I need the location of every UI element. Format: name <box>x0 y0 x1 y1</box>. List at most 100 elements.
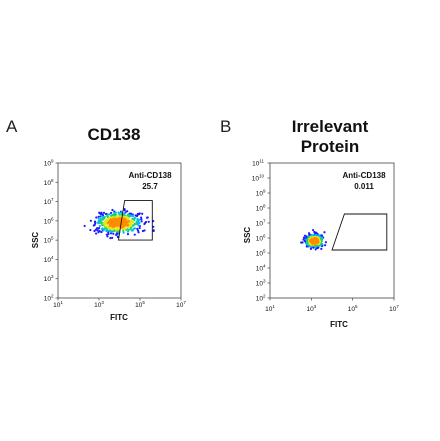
panel-b-y-label: SSC <box>243 227 252 244</box>
panel-b-x-axis: 101 103 105 107 <box>265 298 399 313</box>
y-tick-label: 107 <box>44 197 54 206</box>
panel-a-gate <box>117 200 153 241</box>
event-dot <box>111 236 114 239</box>
event-dot <box>109 237 112 240</box>
event-dot <box>95 216 98 219</box>
event-dot <box>152 229 155 232</box>
panel-a-gate-label: Anti-CD138 <box>128 171 172 180</box>
event-dot <box>140 220 143 223</box>
panel-letter-b: B <box>220 117 231 136</box>
panel-letter-a: A <box>6 117 18 136</box>
event-dot <box>314 248 317 251</box>
event-dot <box>101 227 104 230</box>
event-dot <box>97 217 100 220</box>
event-dot <box>111 208 114 212</box>
x-tick-label: 103 <box>94 300 104 309</box>
event-dot <box>126 233 130 236</box>
panel-b-gate-value: 0.011 <box>354 182 374 191</box>
panel-b-plot-area <box>269 162 395 299</box>
event-dot <box>126 228 129 231</box>
x-tick-label: 107 <box>176 300 186 309</box>
event-dot <box>147 220 150 223</box>
event-dot <box>143 222 146 226</box>
event-dot <box>108 213 111 216</box>
event-dot <box>131 221 134 224</box>
event-dot <box>126 210 129 213</box>
event-dot <box>323 244 327 247</box>
event-dot <box>140 218 143 221</box>
y-tick-label: 108 <box>256 204 266 213</box>
event-dot <box>109 229 112 232</box>
event-dot <box>102 218 105 221</box>
y-tick-label: 104 <box>256 264 266 273</box>
event-dot <box>132 227 136 230</box>
y-tick-label: 102 <box>256 294 266 303</box>
event-dot <box>115 232 118 235</box>
event-dot <box>93 229 96 233</box>
event-dot <box>89 219 92 222</box>
y-tick-label: 109 <box>44 159 54 168</box>
event-dot <box>304 240 307 243</box>
event-dot <box>95 227 99 230</box>
event-dot <box>94 222 97 225</box>
panel-b-x-label: FITC <box>330 320 348 329</box>
event-dot <box>107 229 110 232</box>
event-dot <box>128 215 131 218</box>
panel-a: A CD138 Anti-CD138 25.7 101 103 105 107 102… <box>6 117 186 322</box>
event-dot <box>141 212 144 215</box>
event-dot <box>105 220 109 223</box>
y-tick-label: 106 <box>256 234 266 243</box>
event-dot <box>98 224 101 228</box>
x-tick-label: 107 <box>389 304 399 313</box>
event-dot <box>111 230 114 233</box>
y-tick-label: 105 <box>44 236 54 245</box>
event-dot <box>137 231 140 234</box>
panel-a-y-label: SSC <box>31 232 40 249</box>
panel-a-y-axis: 102 103 104 105 106 107 108 109 <box>44 159 58 303</box>
event-dot <box>124 226 127 229</box>
event-dot <box>122 231 125 234</box>
event-dot <box>89 228 92 232</box>
event-dot <box>97 215 100 218</box>
event-dot <box>131 217 134 221</box>
x-tick-label: 105 <box>135 300 145 309</box>
event-dot <box>312 228 315 232</box>
event-dot <box>93 223 96 226</box>
event-dot <box>134 214 137 217</box>
y-tick-label: 109 <box>256 189 266 198</box>
event-dot <box>312 246 315 249</box>
event-dot <box>97 226 101 230</box>
event-dot <box>136 229 140 232</box>
panel-b-gate-label: Anti-CD138 <box>342 171 386 180</box>
x-tick-label: 101 <box>265 304 275 313</box>
event-dot <box>324 241 328 244</box>
event-dot <box>102 211 106 214</box>
panel-a-gate-value: 25.7 <box>142 182 158 191</box>
event-dot <box>96 229 99 232</box>
panel-b-title-line-2: Protein <box>301 137 360 156</box>
event-dot <box>138 226 141 230</box>
panel-a-x-label: FITC <box>110 313 128 322</box>
y-tick-label: 102 <box>44 294 54 303</box>
panel-b-events <box>300 228 328 251</box>
event-dot <box>112 232 115 235</box>
panel-b-gate <box>331 213 388 251</box>
y-tick-label: 103 <box>256 279 266 288</box>
event-dot <box>320 247 323 250</box>
y-tick-label: 105 <box>256 249 266 258</box>
event-dot <box>98 229 101 233</box>
event-dot <box>123 209 126 212</box>
x-tick-label: 103 <box>306 304 316 313</box>
event-dot <box>133 233 136 236</box>
event-dot <box>136 227 139 230</box>
event-dot <box>100 230 103 234</box>
panel-b-y-axis: 102 103 104 105 106 107 108 109 1010 1011 <box>252 159 270 303</box>
y-tick-label: 104 <box>44 255 54 264</box>
panel-a-title-line-1: CD138 <box>88 125 141 144</box>
x-tick-label: 105 <box>348 304 358 313</box>
event-dot <box>83 224 86 228</box>
y-tick-label: 107 <box>256 219 266 228</box>
event-dot <box>145 216 149 219</box>
event-dot <box>301 241 304 244</box>
